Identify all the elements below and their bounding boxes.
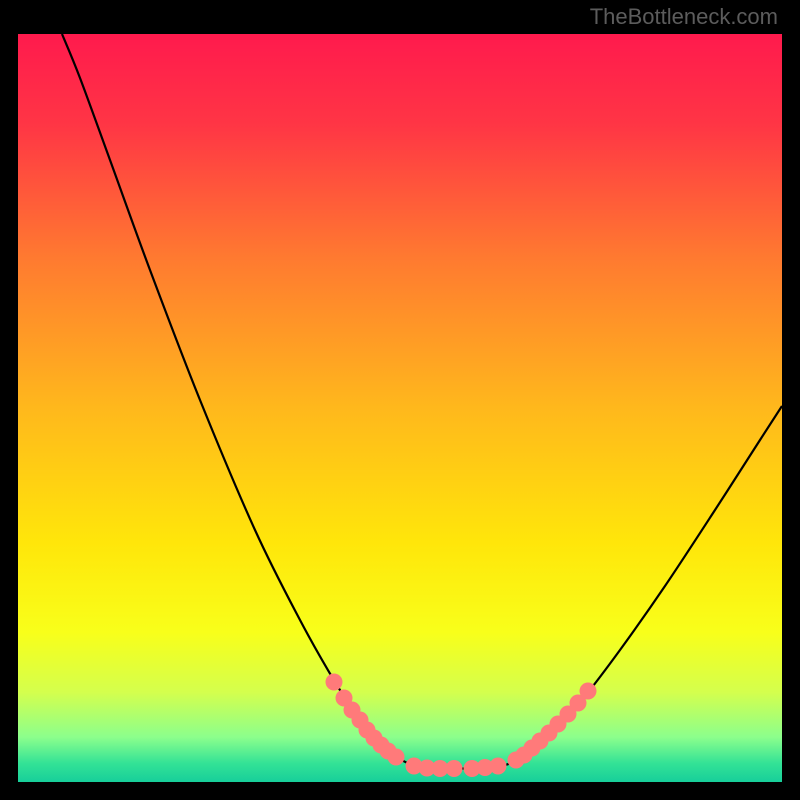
chart-stage: TheBottleneck.com (0, 0, 800, 800)
plot-background (18, 34, 782, 782)
marker-bottom (446, 760, 463, 777)
watermark-text: TheBottleneck.com (590, 4, 778, 30)
marker-left (388, 749, 405, 766)
chart-svg (0, 0, 800, 800)
marker-right (580, 683, 597, 700)
marker-left (326, 674, 343, 691)
marker-bottom (490, 758, 507, 775)
